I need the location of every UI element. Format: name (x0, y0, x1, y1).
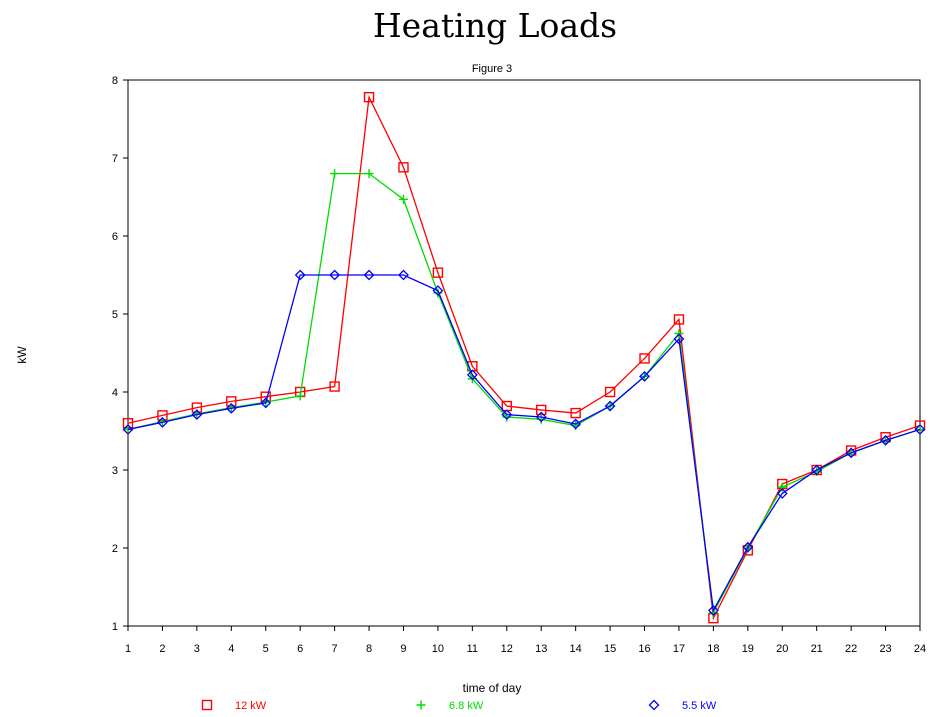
legend-label: 5.5 kW (682, 700, 717, 712)
series-12-kw (122, 91, 926, 624)
data-point (398, 269, 409, 281)
x-tick-label: 4 (228, 643, 234, 655)
y-tick-label: 6 (112, 231, 118, 243)
y-tick-label: 5 (112, 309, 118, 321)
data-point (432, 285, 444, 297)
chart-subtitle: Figure 3 (472, 63, 512, 75)
data-point (466, 369, 478, 381)
data-point (398, 194, 408, 204)
data-point (674, 329, 684, 338)
series-6-8-kw (123, 169, 925, 618)
x-tick-label: 22 (845, 643, 857, 655)
series-line (127, 94, 921, 621)
series-5-5-kw (122, 269, 926, 616)
series-line (127, 172, 921, 615)
data-point (811, 464, 823, 476)
y-axis-label: kW (15, 346, 29, 364)
y-tick-label: 4 (112, 387, 118, 399)
data-point (536, 404, 547, 416)
x-tick-label: 5 (263, 643, 269, 655)
legend-marker (416, 700, 426, 710)
plot-frame (127, 79, 921, 627)
data-point (398, 162, 409, 173)
data-point (122, 424, 134, 435)
x-tick-label: 7 (332, 643, 338, 655)
data-point (363, 269, 375, 281)
x-tick-label: 12 (501, 643, 513, 655)
data-point (363, 91, 375, 103)
x-tick-label: 14 (570, 643, 582, 655)
x-tick-label: 19 (742, 643, 754, 655)
data-point (157, 417, 168, 428)
data-point (535, 411, 547, 423)
data-point (639, 353, 650, 364)
x-tick-label: 6 (297, 643, 303, 655)
data-point (330, 169, 340, 179)
y-tick-label: 2 (112, 543, 118, 555)
data-point (742, 541, 754, 553)
x-tick-label: 10 (432, 643, 444, 655)
data-point (880, 434, 891, 446)
data-point (225, 402, 237, 414)
x-axis-label: time of day (463, 681, 522, 695)
data-point (777, 482, 787, 492)
y-tick-label: 7 (112, 153, 118, 165)
data-point (191, 409, 203, 421)
data-point (295, 391, 305, 401)
data-point (260, 397, 272, 409)
legend: 12 kW 6.8 kW 5.5 kW (201, 699, 717, 712)
y-tick-label: 3 (112, 465, 118, 477)
data-point (845, 447, 857, 459)
data-point (914, 424, 926, 435)
x-tick-label: 1 (125, 643, 131, 655)
x-tick-label: 18 (707, 643, 719, 655)
x-tick-label: 17 (673, 643, 685, 655)
x-tick-label: 16 (638, 643, 650, 655)
x-tick-label: 24 (914, 643, 926, 655)
y-tick-label: 8 (112, 75, 118, 87)
data-point (570, 418, 582, 430)
x-tick-label: 15 (604, 643, 616, 655)
data-point (673, 314, 685, 325)
data-point (776, 487, 788, 499)
data-point (570, 407, 581, 419)
y-tick-label: 1 (112, 621, 118, 633)
data-point (604, 400, 616, 412)
x-tick-label: 9 (400, 643, 406, 655)
data-point (364, 169, 374, 179)
data-point (707, 604, 719, 616)
data-point (329, 381, 340, 392)
x-tick-label: 11 (467, 643, 478, 655)
x-tick-label: 23 (879, 643, 891, 655)
data-point (294, 269, 306, 281)
x-tick-label: 20 (776, 643, 788, 655)
legend-marker (648, 699, 660, 711)
x-tick-label: 13 (535, 643, 547, 655)
x-tick-label: 21 (811, 643, 823, 655)
legend-marker (201, 699, 213, 711)
legend-label: 12 kW (235, 700, 267, 712)
data-point (501, 409, 513, 421)
data-point (432, 267, 444, 278)
data-point (639, 370, 650, 382)
legend-label: 6.8 kW (449, 700, 484, 712)
x-tick-label: 8 (366, 643, 372, 655)
data-point (329, 269, 341, 281)
data-point (604, 386, 616, 398)
series-line (127, 274, 921, 613)
x-tick-label: 3 (194, 643, 200, 655)
x-tick-label: 2 (159, 643, 165, 655)
data-point (673, 333, 685, 345)
chart-title: Heating Loads (373, 6, 617, 45)
